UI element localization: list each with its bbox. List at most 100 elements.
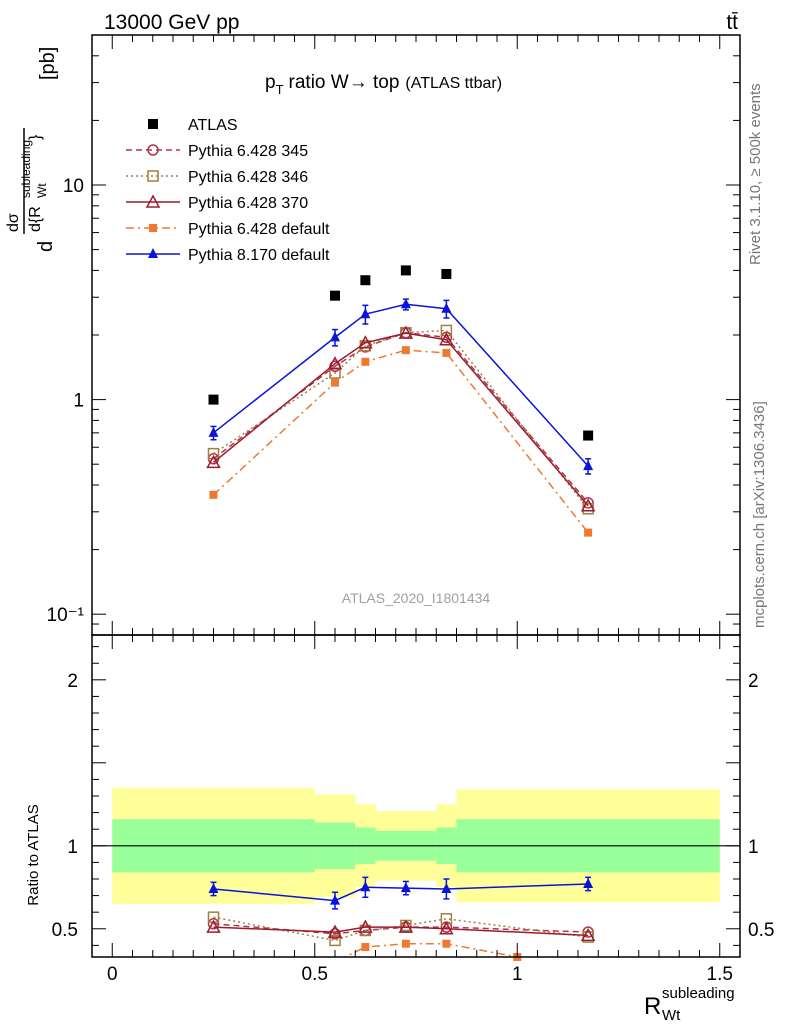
main-series-1 — [207, 326, 594, 509]
main-y-tick-label: 10⁻¹ — [47, 605, 85, 626]
main-data-point — [398, 325, 414, 339]
main-data-point — [208, 394, 219, 405]
x-tick-label: 0.5 — [302, 964, 328, 985]
main-data-point — [208, 426, 219, 437]
ratio-series-line — [213, 916, 589, 942]
main-data-point — [330, 290, 340, 301]
legend-label: ATLAS — [188, 117, 238, 134]
main-data-point — [441, 268, 452, 279]
legend-entry: Pythia 8.170 default — [126, 247, 330, 264]
ratio-y-tick-label-right: 2 — [748, 671, 759, 692]
ratio-data-point — [442, 939, 451, 948]
title-p-sub: T — [276, 82, 284, 97]
main-y-tick-label: 10 — [63, 176, 84, 197]
ratio-data-point — [329, 934, 341, 947]
main-data-point — [360, 308, 371, 319]
svg-text:Wt: Wt — [662, 1007, 681, 1024]
ratio-data-point — [441, 882, 452, 893]
ratio-series-line — [213, 923, 589, 935]
svg-text:d: d — [35, 241, 57, 252]
main-data-point — [400, 298, 411, 309]
main-series-line — [213, 303, 589, 467]
svg-text:subleading: subleading — [662, 985, 735, 1002]
mcplots-label: mcplots.cern.ch [arXiv:1306.3436] — [751, 401, 768, 628]
main-data-point — [401, 346, 410, 355]
ratio-data-point — [398, 919, 414, 933]
svg-text:subleading: subleading — [19, 140, 33, 198]
main-series-0 — [208, 265, 594, 441]
main-ylabel-unit: [pb] — [37, 47, 59, 80]
ratio-series-line — [343, 942, 518, 957]
legend-label: Pythia 6.428 346 — [188, 169, 308, 186]
main-series-line — [213, 329, 589, 510]
main-data-point — [583, 460, 594, 471]
main-series-line — [213, 331, 589, 504]
title-sub: (ATLAS ttbar) — [405, 75, 502, 92]
main-data-point — [207, 447, 220, 460]
svg-text:}: } — [27, 134, 44, 140]
ratio-data-point — [583, 877, 594, 888]
ratio-data-point — [400, 882, 411, 893]
legend-entry: Pythia 6.428 345 — [126, 143, 308, 160]
legend-label: Pythia 6.428 370 — [188, 195, 308, 212]
main-data-point — [209, 490, 218, 499]
main-data-point — [331, 378, 339, 387]
legend-label: Pythia 6.428 default — [188, 221, 330, 238]
main-data-point — [583, 430, 594, 441]
analysis-tag: ATLAS_2020_I1801434 — [342, 590, 491, 606]
rivet-label: Rivet 3.1.10, ≥ 500k events — [747, 83, 764, 265]
legend-label: Pythia 8.170 default — [188, 247, 330, 264]
legend-entry: Pythia 6.428 346 — [126, 169, 308, 186]
legend-entry: Pythia 6.428 default — [126, 221, 330, 238]
ratio-panel: 0.5 0.5 1 1 2 2 0 0.5 1 1.5 — [52, 634, 774, 985]
main-series-line — [213, 332, 589, 507]
legend-marker — [145, 194, 161, 208]
header-left-label: 13000 GeV pp — [104, 11, 239, 34]
ratio-series-4 — [208, 876, 594, 910]
svg-text:d{R: d{R — [27, 206, 44, 232]
main-ylabel: d d{R subleading Wt } [pb] dσ — [5, 47, 59, 252]
ratio-data-point — [207, 918, 220, 930]
legend-marker — [149, 224, 157, 232]
svg-text:R: R — [644, 993, 661, 1020]
x-tick-label: 1 — [512, 964, 523, 985]
main-data-point — [441, 302, 452, 313]
legend-marker — [147, 144, 159, 156]
main-series-line — [212, 349, 589, 534]
main-title: pT ratio W→ top (ATLAS ttbar) — [265, 72, 502, 97]
title-p: p — [265, 72, 276, 93]
main-data-point — [206, 454, 221, 469]
main-data-point — [440, 324, 453, 337]
legend-marker — [147, 170, 159, 182]
ratio-data-point — [401, 939, 410, 948]
svg-text:dσ: dσ — [5, 213, 22, 232]
x-tick-label: 0 — [107, 964, 118, 985]
legend-entry: ATLAS — [148, 117, 238, 134]
main-data-point — [442, 348, 451, 357]
ratio-series-line — [213, 883, 589, 902]
main-data-point — [360, 275, 371, 286]
legend: ATLAS Pythia 6.428 345 Pythia 6.428 346 Pyt… — [126, 117, 330, 264]
main-data-point — [330, 331, 340, 342]
ratio-data-point — [327, 924, 343, 938]
legend-marker — [148, 119, 158, 129]
ratio-y-tick-label: 0.5 — [52, 920, 78, 941]
ratio-data-point — [358, 919, 373, 933]
ratio-series-2 — [206, 919, 596, 942]
main-data-point — [358, 335, 373, 349]
ratio-data-point — [330, 894, 340, 905]
ratio-data-point — [360, 881, 371, 892]
legend-marker — [148, 248, 158, 258]
legend-label: Pythia 6.428 345 — [188, 143, 308, 160]
main-data-point — [580, 498, 596, 512]
ratio-series-line — [213, 926, 589, 937]
ratio-ylabel: Ratio to ATLAS — [25, 804, 42, 905]
ratio-data-point — [206, 919, 221, 933]
ratio-data-point — [208, 882, 219, 893]
main-data-point — [584, 528, 593, 537]
title-main: ratio W→ top — [289, 72, 400, 93]
main-data-point — [361, 357, 370, 366]
main-series-3 — [206, 325, 596, 512]
x-tick-label: 1.5 — [707, 964, 733, 985]
